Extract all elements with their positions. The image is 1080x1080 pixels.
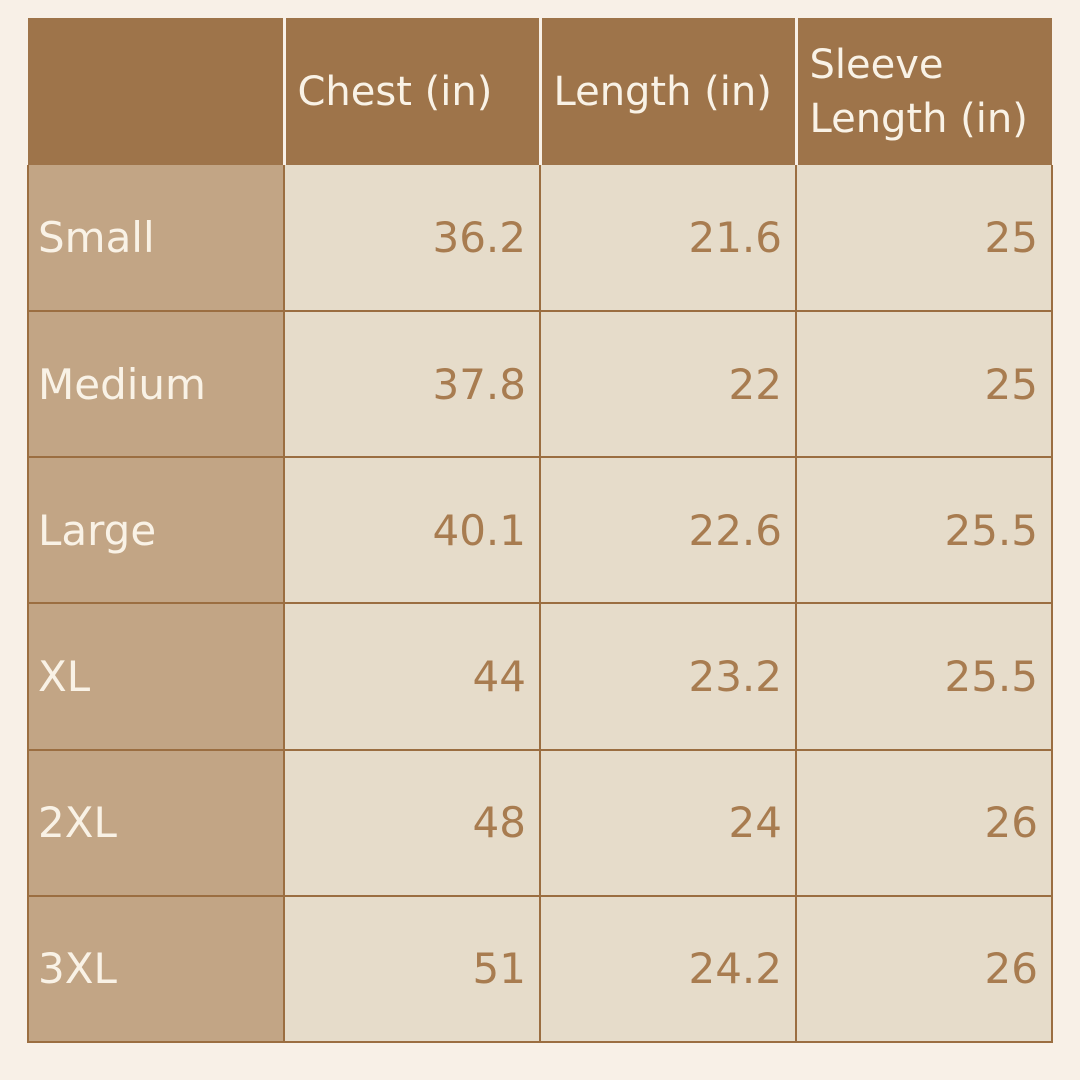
cell-2xl-sleeve: 26	[795, 748, 1053, 897]
header-row: Chest (in) Length (in) Sleeve Length (in…	[28, 18, 1052, 165]
cell-xl-length: 23.2	[539, 602, 797, 751]
row-label-2xl: 2XL	[27, 748, 285, 897]
cell-large-chest: 40.1	[283, 456, 541, 605]
header-corner-cell	[28, 18, 284, 165]
cell-3xl-chest: 51	[283, 894, 541, 1044]
header-length: Length (in)	[538, 18, 796, 165]
header-chest: Chest (in)	[282, 18, 540, 165]
row-label-medium: Medium	[27, 310, 285, 459]
table-row-large: Large 40.1 22.6 25.5	[27, 456, 1053, 605]
cell-xl-chest: 44	[283, 602, 541, 751]
cell-xl-sleeve: 25.5	[795, 602, 1053, 751]
table-row-2xl: 2XL 48 24 26	[27, 748, 1053, 897]
cell-small-length: 21.6	[539, 165, 797, 313]
cell-medium-length: 22	[539, 310, 797, 459]
cell-large-sleeve: 25.5	[795, 456, 1053, 605]
cell-medium-chest: 37.8	[283, 310, 541, 459]
cell-3xl-sleeve: 26	[795, 894, 1053, 1044]
cell-small-sleeve: 25	[795, 165, 1053, 313]
size-chart-table: Chest (in) Length (in) Sleeve Length (in…	[27, 18, 1053, 1044]
row-label-small: Small	[27, 165, 285, 313]
table-row-medium: Medium 37.8 22 25	[27, 310, 1053, 459]
table-row-3xl: 3XL 51 24.2 26	[27, 894, 1053, 1044]
cell-2xl-chest: 48	[283, 748, 541, 897]
row-label-xl: XL	[27, 602, 285, 751]
row-label-3xl: 3XL	[27, 894, 285, 1044]
row-label-large: Large	[27, 456, 285, 605]
cell-large-length: 22.6	[539, 456, 797, 605]
cell-2xl-length: 24	[539, 748, 797, 897]
table-row-xl: XL 44 23.2 25.5	[27, 602, 1053, 751]
cell-small-chest: 36.2	[283, 165, 541, 313]
table-row-small: Small 36.2 21.6 25	[27, 165, 1053, 313]
cell-3xl-length: 24.2	[539, 894, 797, 1044]
header-sleeve-length: Sleeve Length (in)	[794, 18, 1052, 165]
cell-medium-sleeve: 25	[795, 310, 1053, 459]
